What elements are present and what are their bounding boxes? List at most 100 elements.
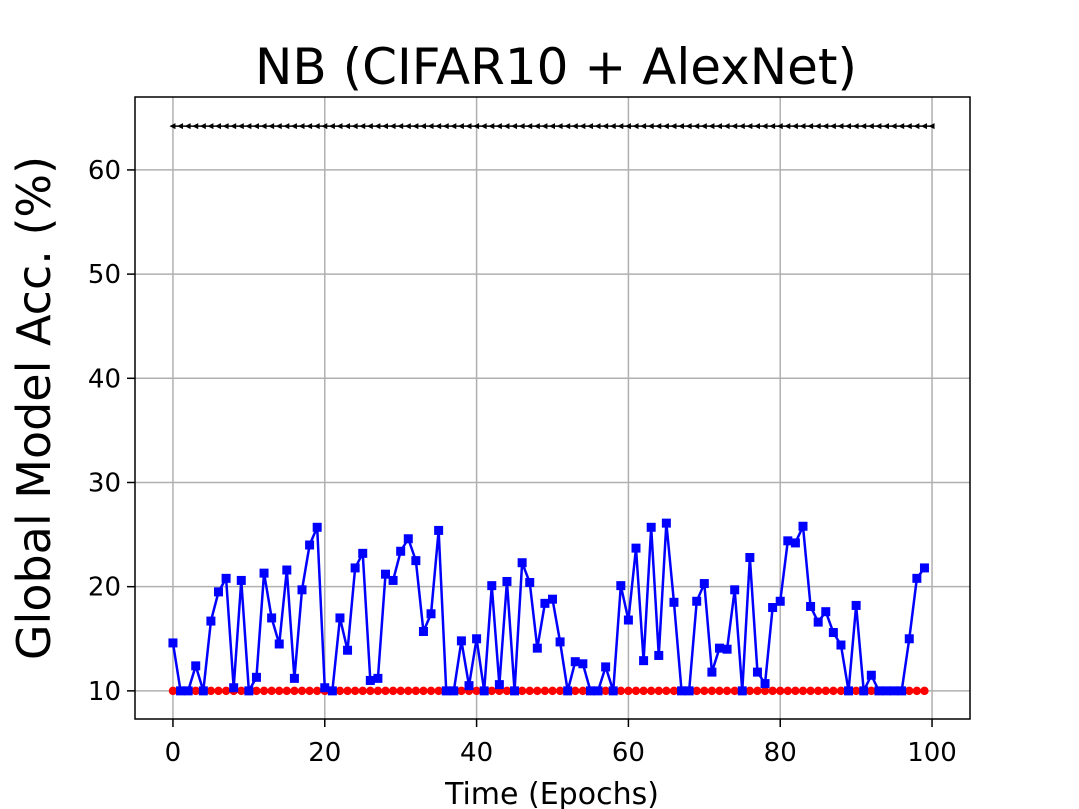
data-point-square	[229, 683, 239, 693]
data-point-circle	[912, 686, 922, 696]
data-point-triangle	[450, 123, 457, 130]
data-point-triangle	[829, 123, 836, 130]
data-point-triangle	[412, 123, 419, 130]
data-point-circle	[252, 686, 261, 696]
data-point-triangle	[708, 123, 715, 130]
data-point-circle	[366, 686, 375, 696]
data-point-square	[874, 686, 884, 696]
data-point-square	[426, 609, 436, 619]
data-point-square	[623, 615, 633, 625]
y-tick-label: 50	[88, 260, 121, 290]
data-point-square	[236, 575, 246, 585]
data-point-triangle	[875, 123, 882, 130]
data-point-circle	[434, 686, 443, 696]
data-point-triangle	[260, 123, 267, 130]
plot-frame	[134, 96, 971, 720]
data-point-square	[882, 686, 891, 696]
data-point-circle	[487, 686, 496, 696]
data-point-square	[396, 546, 406, 556]
data-point-triangle	[685, 123, 692, 130]
data-point-triangle	[807, 123, 814, 130]
data-point-triangle	[344, 123, 351, 130]
data-point-square	[578, 659, 588, 669]
data-point-triangle	[647, 123, 654, 130]
data-point-square	[350, 563, 360, 573]
data-point-circle	[548, 686, 557, 696]
data-point-triangle	[920, 123, 927, 130]
data-point-triangle	[169, 123, 176, 130]
data-point-triangle	[184, 123, 191, 130]
data-point-circle	[821, 686, 830, 696]
data-point-circle	[396, 686, 405, 696]
data-point-triangle	[435, 123, 442, 130]
data-point-square	[289, 673, 299, 683]
data-point-triangle	[404, 123, 411, 130]
data-point-triangle	[617, 123, 624, 130]
data-point-square	[813, 617, 823, 627]
data-point-circle	[191, 686, 200, 696]
data-point-square	[631, 543, 641, 553]
data-point-square	[639, 656, 649, 666]
data-point-triangle	[526, 123, 533, 130]
data-point-square	[487, 581, 497, 591]
data-point-triangle	[602, 123, 609, 130]
data-point-square	[897, 686, 907, 696]
data-point-triangle	[328, 123, 335, 130]
data-point-triangle	[473, 123, 480, 130]
data-point-square	[312, 522, 322, 532]
data-point-circle	[472, 686, 481, 696]
data-point-triangle	[837, 123, 844, 130]
data-point-square	[532, 643, 542, 653]
data-point-square	[806, 601, 816, 611]
data-point-circle	[806, 686, 815, 696]
data-point-triangle	[776, 123, 783, 130]
data-point-square	[859, 686, 869, 696]
data-point-triangle	[731, 123, 738, 130]
data-point-triangle	[579, 123, 586, 130]
data-point-square	[775, 596, 785, 606]
data-point-triangle	[890, 123, 897, 130]
x-tick-label: 80	[764, 738, 797, 768]
data-point-triangle	[290, 123, 297, 130]
y-tick-label: 60	[88, 156, 121, 186]
data-point-triangle	[245, 123, 252, 130]
data-point-triangle	[845, 123, 852, 130]
data-point-triangle	[822, 123, 829, 130]
data-point-square	[411, 556, 421, 566]
x-tick-label: 100	[907, 738, 957, 768]
data-point-triangle	[389, 123, 396, 130]
data-point-circle	[275, 686, 284, 696]
data-point-circle	[214, 686, 223, 696]
data-point-square	[472, 634, 482, 644]
data-point-square	[191, 661, 201, 671]
data-point-square	[441, 686, 451, 696]
data-point-triangle	[199, 123, 206, 130]
data-point-triangle	[503, 123, 510, 130]
axis-ticks: 0 20 40 60 80 100 10 20 30 40 50 60	[88, 156, 957, 768]
data-point-square	[570, 657, 580, 667]
data-point-square	[828, 628, 838, 638]
data-point-triangle	[791, 123, 798, 130]
data-point-square	[585, 686, 595, 696]
data-point-square	[790, 538, 800, 548]
data-point-circle	[669, 686, 679, 696]
y-axis-label: Global Model Acc. (%)	[7, 156, 61, 660]
data-point-circle	[533, 686, 542, 696]
data-point-square	[548, 594, 557, 604]
data-point-circle	[829, 686, 838, 696]
data-point-square	[176, 686, 186, 696]
data-point-triangle	[640, 123, 647, 130]
data-point-triangle	[723, 123, 730, 130]
data-point-circle	[305, 686, 314, 696]
y-tick-label: 30	[88, 468, 121, 498]
data-point-circle	[753, 686, 762, 696]
data-point-triangle	[784, 123, 791, 130]
data-point-circle	[457, 686, 466, 696]
data-point-circle	[836, 686, 846, 696]
data-point-circle	[867, 686, 876, 696]
data-point-square	[198, 686, 208, 696]
data-point-circle	[578, 686, 588, 696]
data-point-circle	[791, 686, 800, 696]
data-point-triangle	[313, 123, 320, 130]
data-point-circle	[692, 686, 701, 696]
